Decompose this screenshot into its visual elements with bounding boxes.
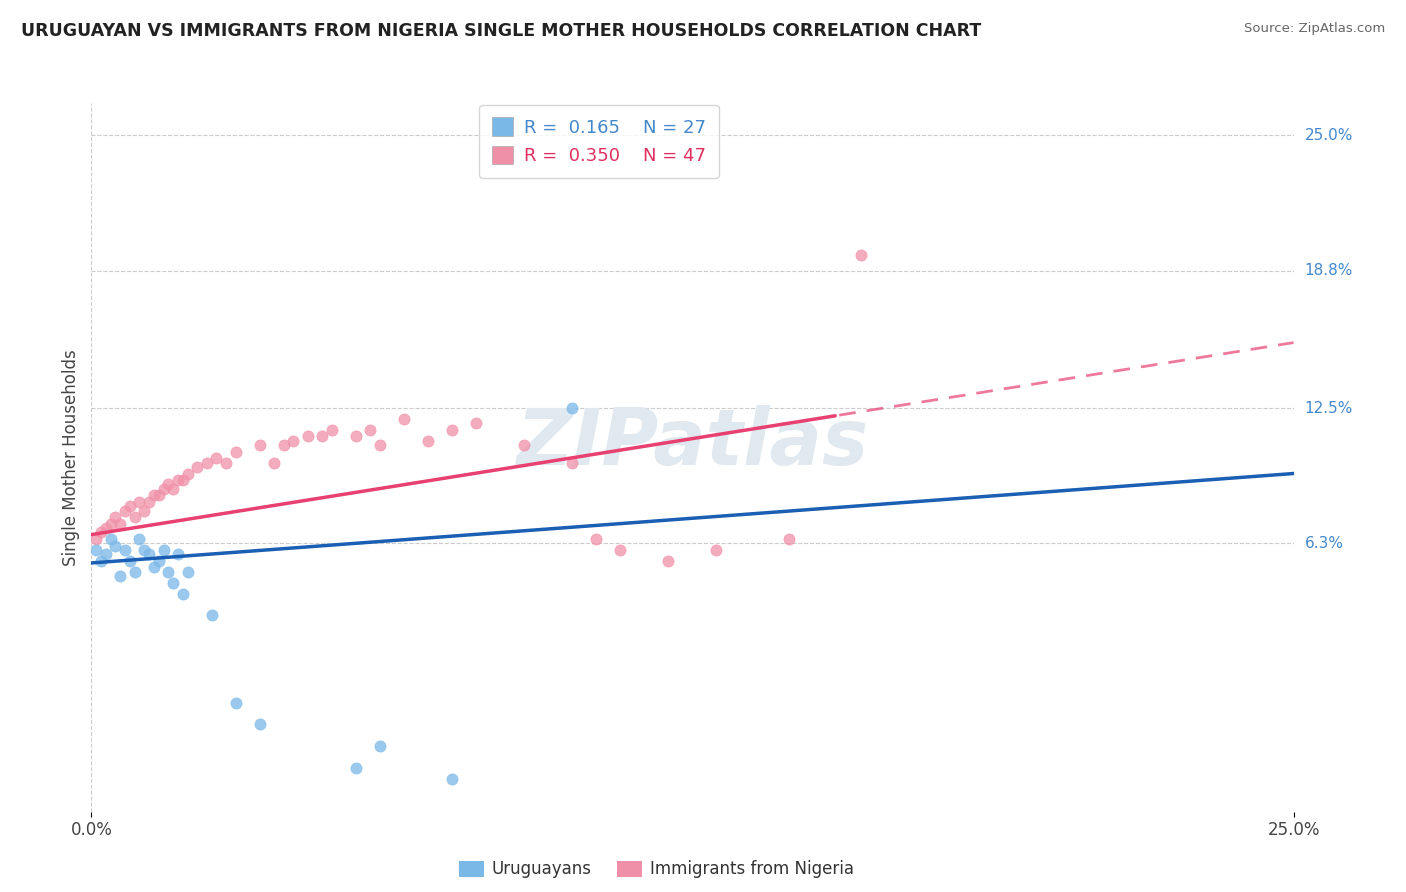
Text: 6.3%: 6.3% [1305, 536, 1344, 551]
Point [344, 429, 367, 443]
Point [134, 542, 156, 557]
Point [124, 510, 146, 524]
Point [205, 451, 228, 466]
Point [110, 569, 132, 583]
Point [142, 560, 165, 574]
Y-axis label: Single Mother Households: Single Mother Households [62, 349, 80, 566]
Point [706, 542, 728, 557]
Legend: Uruguayans, Immigrants from Nigeria: Uruguayans, Immigrants from Nigeria [451, 854, 860, 885]
Point [416, 434, 439, 448]
Text: 12.5%: 12.5% [1305, 401, 1353, 416]
Point [176, 565, 198, 579]
Point [273, 438, 295, 452]
Point [94, 547, 117, 561]
Point [148, 488, 170, 502]
Point [368, 739, 391, 754]
Point [100, 532, 122, 546]
Point [513, 438, 536, 452]
Point [172, 473, 194, 487]
Text: ZIPatlas: ZIPatlas [516, 405, 869, 481]
Point [440, 772, 463, 786]
Point [609, 542, 631, 557]
Point [167, 547, 190, 561]
Point [162, 482, 184, 496]
Point [172, 586, 194, 600]
Point [561, 401, 583, 415]
Point [167, 473, 190, 487]
Point [90, 554, 112, 568]
Point [157, 565, 180, 579]
Text: 25.0%: 25.0% [1305, 128, 1353, 143]
Text: 18.8%: 18.8% [1305, 263, 1353, 278]
Point [657, 554, 679, 568]
Point [110, 516, 132, 531]
Point [134, 503, 156, 517]
Point [114, 542, 136, 557]
Point [368, 438, 391, 452]
Point [128, 495, 150, 509]
Point [297, 429, 319, 443]
Point [84, 532, 107, 546]
Point [118, 554, 141, 568]
Text: URUGUAYAN VS IMMIGRANTS FROM NIGERIA SINGLE MOTHER HOUSEHOLDS CORRELATION CHART: URUGUAYAN VS IMMIGRANTS FROM NIGERIA SIN… [21, 22, 981, 40]
Point [157, 477, 180, 491]
Point [84, 542, 107, 557]
Point [201, 608, 224, 623]
Point [311, 429, 333, 443]
Point [440, 423, 463, 437]
Point [215, 456, 238, 470]
Point [138, 547, 160, 561]
Point [195, 456, 218, 470]
Point [186, 460, 208, 475]
Point [90, 525, 112, 540]
Point [778, 532, 800, 546]
Point [359, 423, 381, 437]
Point [114, 503, 136, 517]
Point [94, 521, 117, 535]
Point [465, 417, 488, 431]
Point [176, 467, 198, 481]
Point [561, 456, 583, 470]
Point [118, 500, 141, 514]
Point [162, 575, 184, 590]
Point [283, 434, 305, 448]
Point [225, 696, 247, 710]
Point [585, 532, 607, 546]
Point [104, 510, 127, 524]
Point [225, 444, 247, 458]
Point [249, 717, 271, 731]
Point [321, 423, 343, 437]
Point [148, 554, 170, 568]
Point [249, 438, 271, 452]
Point [849, 248, 872, 262]
Point [142, 488, 165, 502]
Point [152, 542, 174, 557]
Point [152, 482, 174, 496]
Point [100, 516, 122, 531]
Text: Source: ZipAtlas.com: Source: ZipAtlas.com [1244, 22, 1385, 36]
Point [263, 456, 285, 470]
Point [138, 495, 160, 509]
Point [124, 565, 146, 579]
Point [128, 532, 150, 546]
Point [344, 761, 367, 775]
Point [392, 412, 415, 426]
Point [104, 539, 127, 553]
